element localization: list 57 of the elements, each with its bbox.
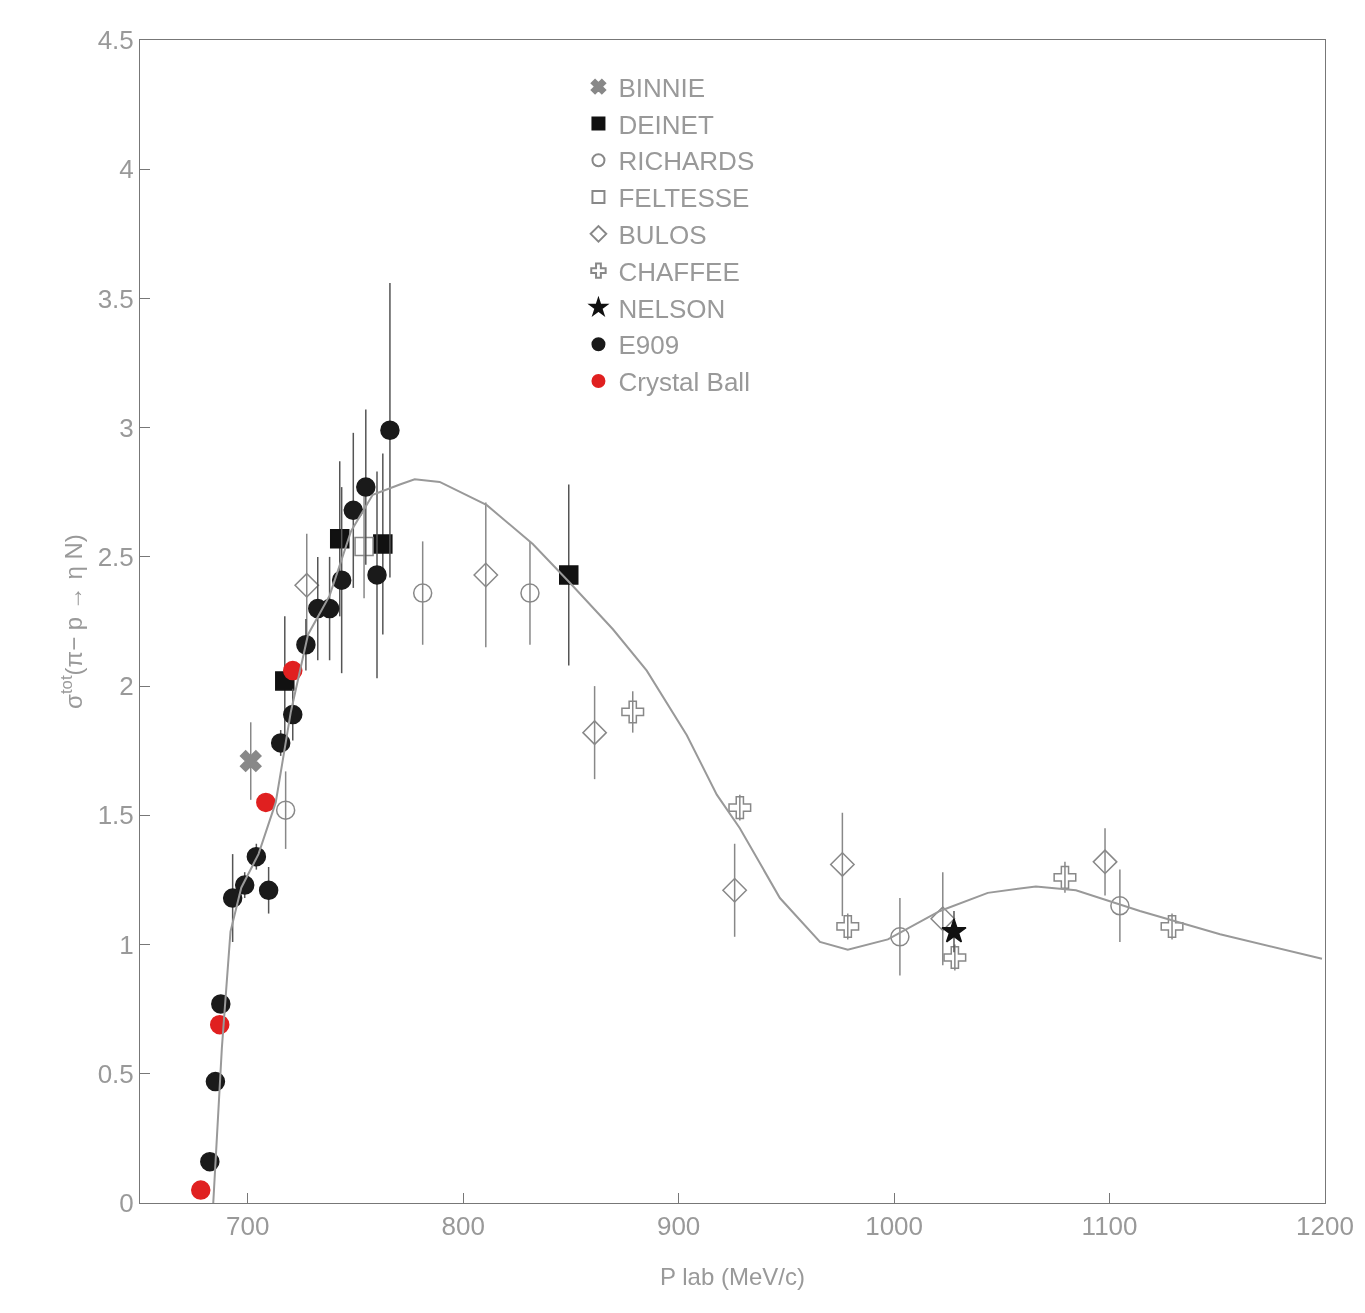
x-axis-title: P lab (MeV/c)	[660, 1263, 805, 1290]
point	[728, 796, 752, 820]
y-tick-label: 3	[119, 412, 134, 443]
point	[256, 792, 276, 813]
point	[621, 700, 645, 724]
point	[722, 877, 748, 903]
legend-label: NELSON	[618, 293, 726, 324]
legend-label: E909	[618, 330, 680, 361]
point	[1053, 865, 1077, 889]
y-tick-label: 1.5	[97, 800, 134, 831]
x-tick-label: 700	[226, 1211, 270, 1242]
legend-label: CHAFFEE	[618, 256, 740, 287]
y-tick-label: 2	[119, 671, 134, 702]
point	[275, 800, 296, 820]
point	[930, 906, 956, 932]
point	[1092, 849, 1118, 875]
legend-label: Crystal Ball	[618, 367, 750, 398]
x-tick-label: 1100	[1081, 1211, 1138, 1242]
point	[943, 945, 967, 970]
point	[836, 914, 860, 939]
point	[890, 927, 910, 947]
x-tick-label: 800	[441, 1211, 485, 1242]
legend-label: FELTESSE	[618, 183, 750, 214]
point	[343, 500, 364, 521]
x-tick-label: 1200	[1296, 1211, 1354, 1242]
point	[582, 720, 608, 746]
point	[380, 420, 400, 440]
line-series	[212, 478, 1323, 1203]
y-tick-label: 3.5	[97, 283, 134, 314]
point	[412, 583, 433, 603]
y-tick-label: 0	[119, 1188, 134, 1219]
point	[941, 918, 967, 943]
point	[829, 851, 855, 877]
point	[354, 536, 374, 557]
point	[1160, 914, 1184, 939]
point	[559, 565, 579, 585]
point	[239, 750, 262, 772]
legend-label: DEINET	[618, 109, 714, 140]
point	[473, 562, 499, 588]
y-tick-label: 1	[119, 929, 134, 960]
point	[1110, 896, 1130, 916]
point	[191, 1180, 211, 1200]
point	[283, 660, 303, 681]
point	[356, 477, 376, 497]
point	[367, 565, 387, 585]
legend-label: BINNIE	[618, 72, 706, 103]
legend-label: RICHARDS	[618, 146, 755, 177]
y-tick-label: 4	[119, 154, 134, 185]
point	[258, 880, 279, 901]
x-tick-label: 900	[656, 1211, 701, 1242]
y-tick-label: 4.5	[97, 25, 134, 56]
legend-label: BULOS	[618, 220, 707, 250]
y-tick-label: 0.5	[97, 1058, 134, 1089]
x-tick-label: 1000	[865, 1211, 924, 1242]
point	[520, 583, 540, 603]
y-tick-label: 2.5	[97, 541, 134, 572]
point	[294, 572, 320, 598]
